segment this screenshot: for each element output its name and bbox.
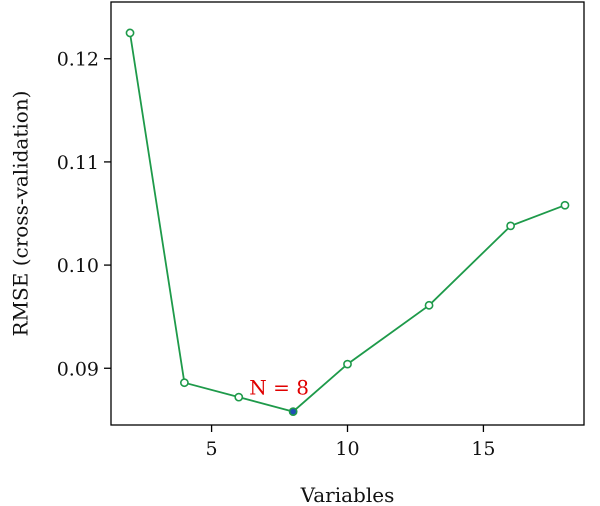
y-axis-title: RMSE (cross-validation) bbox=[9, 91, 33, 337]
data-point bbox=[125, 28, 135, 38]
optimum-point bbox=[288, 407, 298, 416]
x-axis-ticks: 5 10 15 bbox=[206, 425, 496, 460]
data-point bbox=[234, 392, 244, 402]
data-point bbox=[179, 378, 189, 388]
plot-layer bbox=[125, 28, 570, 416]
y-tick-label: 0.11 bbox=[57, 152, 99, 174]
x-tick-label: 5 bbox=[206, 438, 218, 460]
x-axis-title: Variables bbox=[300, 483, 395, 506]
data-point bbox=[343, 359, 352, 369]
series-line bbox=[129, 32, 566, 413]
data-point bbox=[424, 300, 434, 310]
y-tick-label: 0.12 bbox=[57, 49, 99, 71]
x-tick-label: 10 bbox=[335, 438, 359, 460]
optimum-annotation: N = 8 bbox=[249, 376, 309, 400]
y-tick-label: 0.09 bbox=[57, 358, 99, 380]
x-tick-label: 15 bbox=[471, 438, 495, 460]
data-point bbox=[560, 200, 570, 210]
data-point bbox=[506, 221, 516, 231]
y-axis-ticks: 0.09 0.10 0.11 0.12 bbox=[57, 49, 111, 380]
y-tick-label: 0.10 bbox=[57, 255, 99, 277]
